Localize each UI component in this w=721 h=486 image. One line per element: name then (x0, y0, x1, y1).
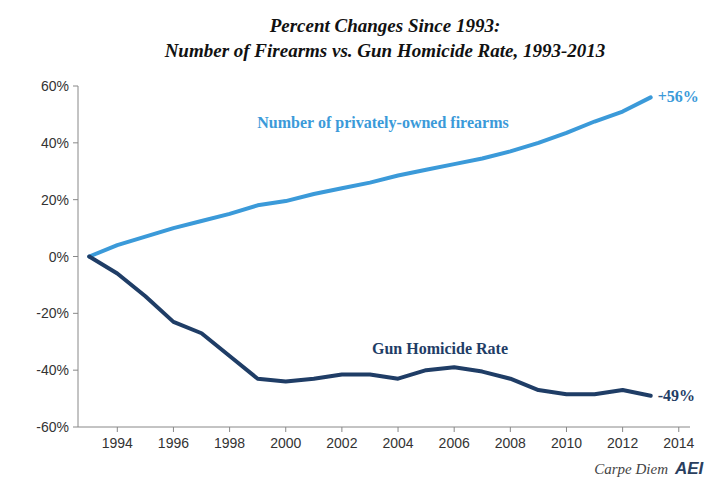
y-tick-label: -20% (36, 305, 69, 321)
chart: Percent Changes Since 1993: Number of Fir… (0, 0, 721, 486)
x-axis (78, 427, 690, 428)
y-tick-label: 40% (41, 135, 69, 151)
x-tick (229, 427, 230, 432)
data-label: -49% (658, 387, 695, 404)
y-tick (73, 313, 78, 314)
x-tick (454, 427, 455, 432)
y-tick-label: -60% (36, 419, 69, 435)
x-tick-label: 1996 (158, 435, 189, 451)
title: Percent Changes Since 1993: (269, 15, 501, 36)
x-tick-label: 2014 (663, 435, 694, 451)
x-tick (566, 427, 567, 432)
x-tick-label: 2006 (439, 435, 470, 451)
x-tick-label: 1994 (102, 435, 133, 451)
series-label: Gun Homicide Rate (372, 340, 508, 357)
x-tick (117, 427, 118, 432)
plot-area (89, 97, 650, 395)
x-tick-label: 2008 (495, 435, 526, 451)
x-tick (341, 427, 342, 432)
y-tick (73, 427, 78, 428)
x-tick-label: 2000 (270, 435, 301, 451)
logo: AEI (674, 459, 705, 478)
y-tick (73, 142, 78, 143)
y-tick (73, 199, 78, 200)
y-tick (73, 256, 78, 257)
y-tick-label: 20% (41, 192, 69, 208)
x-tick (678, 427, 679, 432)
x-tick (173, 427, 174, 432)
series-line (89, 257, 650, 396)
y-tick-label: 60% (41, 78, 69, 94)
subtitle: Number of Firearms vs. Gun Homicide Rate… (164, 40, 606, 61)
x-tick-label: 2012 (607, 435, 638, 451)
y-tick-label: 0% (49, 249, 69, 265)
credit: Carpe Diem (594, 461, 668, 477)
series-label: Number of privately-owned firearms (257, 114, 508, 132)
x-tick-label: 2010 (551, 435, 582, 451)
x-tick (622, 427, 623, 432)
x-tick (285, 427, 286, 432)
x-tick-label: 2002 (326, 435, 357, 451)
y-tick-label: -40% (36, 362, 69, 378)
x-tick (510, 427, 511, 432)
x-tick-label: 2004 (382, 435, 413, 451)
x-tick (398, 427, 399, 432)
x-tick-label: 1998 (214, 435, 245, 451)
y-tick (73, 86, 78, 87)
data-label: +56% (658, 88, 699, 105)
series-line (89, 97, 650, 256)
y-tick (73, 370, 78, 371)
